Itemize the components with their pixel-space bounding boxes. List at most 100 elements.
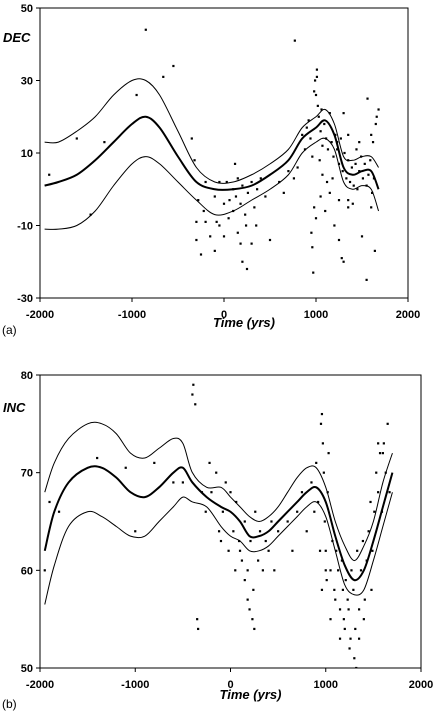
data-point bbox=[267, 549, 270, 552]
data-point bbox=[250, 242, 253, 245]
data-point bbox=[195, 238, 198, 242]
data-point bbox=[249, 539, 252, 543]
data-point bbox=[296, 510, 299, 513]
data-point bbox=[319, 130, 322, 133]
data-point bbox=[375, 471, 378, 474]
data-point bbox=[172, 481, 175, 484]
data-point bbox=[316, 104, 319, 107]
data-point bbox=[333, 224, 336, 227]
data-point bbox=[369, 159, 372, 162]
data-point bbox=[348, 180, 352, 184]
data-point bbox=[244, 213, 247, 216]
data-point bbox=[350, 569, 353, 572]
data-point bbox=[357, 637, 361, 640]
data-point bbox=[282, 191, 285, 194]
data-point bbox=[217, 530, 221, 533]
data-point bbox=[355, 148, 358, 151]
data-point bbox=[134, 530, 137, 533]
data-point bbox=[320, 588, 324, 591]
data-point bbox=[264, 195, 267, 198]
data-point bbox=[314, 93, 318, 97]
data-point bbox=[253, 206, 256, 209]
data-point bbox=[365, 278, 368, 281]
data-point bbox=[360, 235, 364, 238]
data-point bbox=[352, 588, 355, 591]
data-point bbox=[303, 148, 307, 151]
data-point bbox=[354, 162, 357, 165]
data-point bbox=[239, 202, 242, 205]
data-point bbox=[286, 520, 289, 523]
x-tick-label: -2000 bbox=[26, 679, 54, 691]
data-point bbox=[386, 422, 389, 425]
data-point bbox=[195, 220, 198, 223]
data-point bbox=[234, 195, 238, 198]
data-point bbox=[228, 199, 231, 202]
data-point bbox=[215, 220, 218, 223]
data-point bbox=[343, 627, 346, 631]
data-point bbox=[103, 141, 106, 144]
data-point bbox=[243, 579, 246, 582]
data-point bbox=[225, 180, 228, 184]
data-point bbox=[227, 549, 230, 552]
data-point bbox=[352, 184, 355, 187]
data-point bbox=[75, 137, 78, 140]
data-point bbox=[370, 206, 373, 209]
data-point bbox=[248, 608, 251, 611]
data-point bbox=[311, 246, 314, 249]
data-point bbox=[350, 166, 353, 169]
data-point bbox=[367, 530, 370, 533]
data-point bbox=[243, 520, 246, 523]
data-point bbox=[244, 224, 248, 227]
data-point bbox=[89, 213, 92, 216]
data-point bbox=[346, 598, 349, 601]
x-tick-label: 0 bbox=[221, 309, 227, 321]
y-tick-label: 10 bbox=[21, 148, 33, 160]
data-point bbox=[229, 491, 232, 494]
y-axis-title: DEC bbox=[3, 30, 31, 45]
data-point bbox=[311, 155, 314, 158]
data-point bbox=[358, 141, 361, 144]
data-point bbox=[204, 180, 207, 184]
data-point bbox=[268, 238, 272, 242]
data-point bbox=[315, 461, 318, 464]
data-point bbox=[321, 442, 324, 445]
data-point bbox=[324, 209, 327, 213]
data-point bbox=[293, 39, 296, 42]
data-point bbox=[335, 549, 338, 552]
data-point bbox=[344, 579, 347, 582]
data-point bbox=[236, 231, 239, 234]
data-point bbox=[277, 530, 280, 533]
data-point bbox=[329, 569, 332, 572]
data-point bbox=[96, 456, 99, 460]
data-point bbox=[377, 491, 380, 494]
data-point bbox=[250, 180, 253, 184]
data-point bbox=[339, 137, 342, 140]
data-point bbox=[388, 491, 391, 494]
data-point bbox=[300, 491, 304, 494]
data-point bbox=[252, 588, 255, 591]
data-point bbox=[356, 188, 359, 191]
data-point bbox=[259, 177, 262, 180]
data-point bbox=[301, 133, 304, 136]
data-point bbox=[361, 539, 364, 543]
data-point bbox=[240, 559, 244, 562]
data-point bbox=[321, 144, 324, 147]
data-point bbox=[358, 170, 361, 173]
data-point bbox=[341, 170, 344, 173]
plot-area-frame bbox=[39, 7, 409, 299]
data-point bbox=[313, 510, 316, 513]
data-point bbox=[337, 238, 341, 242]
data-point bbox=[355, 666, 358, 668]
data-point bbox=[197, 199, 200, 202]
data-point bbox=[326, 148, 330, 151]
data-point bbox=[192, 383, 195, 386]
data-point bbox=[359, 569, 363, 572]
data-point bbox=[305, 530, 308, 533]
data-point bbox=[331, 177, 334, 180]
data-point bbox=[349, 637, 352, 640]
data-point bbox=[371, 141, 375, 144]
data-point bbox=[202, 209, 205, 213]
data-point bbox=[241, 260, 244, 263]
data-point bbox=[327, 452, 330, 455]
x-tick-label: 1000 bbox=[304, 309, 328, 321]
